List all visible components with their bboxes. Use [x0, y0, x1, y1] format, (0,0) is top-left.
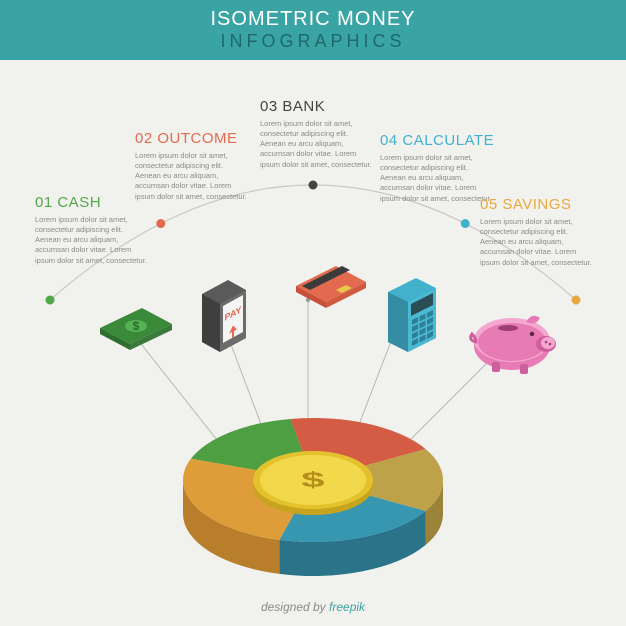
info-item-savings: 05 SAVINGS Lorem ipsum dolor sit amet, co… — [480, 196, 595, 268]
info-item-title: 04 CALCULATE — [380, 132, 495, 149]
coin-dollar: $ — [301, 469, 324, 492]
header-subtitle: INFOGRAPHICS — [220, 31, 405, 52]
arc-dot — [309, 181, 318, 190]
info-item-title: 03 BANK — [260, 98, 375, 115]
header-banner: ISOMETRIC MONEY INFOGRAPHICS — [0, 0, 626, 60]
info-item-body: Lorem ipsum dolor sit amet, consectetur … — [35, 215, 150, 266]
info-item-body: Lorem ipsum dolor sit amet, consectetur … — [260, 119, 375, 170]
arc-dot — [461, 219, 470, 228]
infographic-canvas: $$PAY 01 CASHLorem ipsum dolor sit amet,… — [0, 60, 626, 590]
arc-dot — [572, 296, 581, 305]
phone-icon: PAY — [202, 280, 246, 352]
calculator-icon — [388, 278, 436, 352]
card-icon — [296, 266, 366, 308]
info-item-title: 02 OUTCOME — [135, 130, 250, 147]
cash-icon: $ — [100, 308, 172, 350]
info-item-body: Lorem ipsum dolor sit amet, consectetur … — [135, 151, 250, 202]
info-item-body: Lorem ipsum dolor sit amet, consectetur … — [380, 153, 495, 204]
info-item-outcome: 02 OUTCOME Lorem ipsum dolor sit amet, co… — [135, 130, 250, 202]
footer-brand: freepik — [329, 600, 365, 614]
arc-dot — [46, 296, 55, 305]
info-item-title: 01 CASH — [35, 194, 150, 211]
header-title: ISOMETRIC MONEY — [210, 8, 415, 31]
info-item-body: Lorem ipsum dolor sit amet, consectetur … — [480, 217, 595, 268]
info-item-bank: 03 BANK Lorem ipsum dolor sit amet, conse… — [260, 98, 375, 170]
footer-prefix: designed by — [261, 600, 329, 614]
footer-credit: designed by freepik — [0, 600, 626, 614]
info-item-cash: 01 CASH Lorem ipsum dolor sit amet, conse… — [35, 194, 150, 266]
arc-dot — [156, 219, 165, 228]
svg-text:$: $ — [133, 319, 140, 333]
info-item-title: 05 SAVINGS — [480, 196, 595, 213]
info-item-calculate: 04 CALCULATE Lorem ipsum dolor sit amet, … — [380, 132, 495, 204]
piggy-icon — [471, 316, 556, 374]
